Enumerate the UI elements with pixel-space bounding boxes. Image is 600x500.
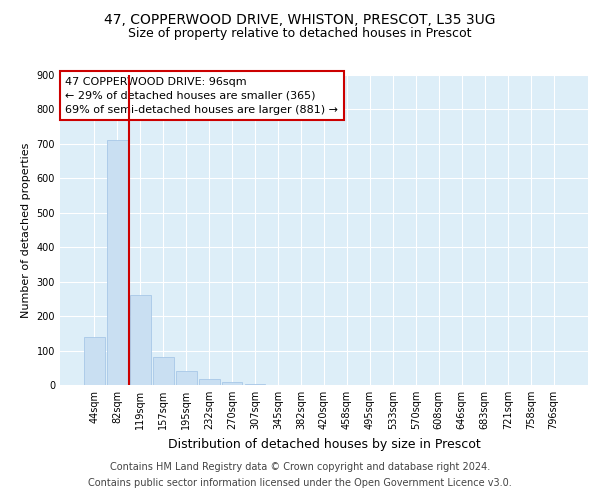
Bar bbox=[130, 296, 151, 385]
Bar bbox=[176, 371, 197, 385]
Text: 47, COPPERWOOD DRIVE, WHISTON, PRESCOT, L35 3UG: 47, COPPERWOOD DRIVE, WHISTON, PRESCOT, … bbox=[104, 12, 496, 26]
Bar bbox=[245, 384, 265, 385]
Text: Size of property relative to detached houses in Prescot: Size of property relative to detached ho… bbox=[128, 28, 472, 40]
Text: Contains public sector information licensed under the Open Government Licence v3: Contains public sector information licen… bbox=[88, 478, 512, 488]
Bar bbox=[107, 140, 128, 385]
Y-axis label: Number of detached properties: Number of detached properties bbox=[21, 142, 31, 318]
X-axis label: Distribution of detached houses by size in Prescot: Distribution of detached houses by size … bbox=[167, 438, 481, 450]
Bar bbox=[84, 337, 104, 385]
Text: 47 COPPERWOOD DRIVE: 96sqm
← 29% of detached houses are smaller (365)
69% of sem: 47 COPPERWOOD DRIVE: 96sqm ← 29% of deta… bbox=[65, 76, 338, 114]
Bar bbox=[222, 382, 242, 385]
Text: Contains HM Land Registry data © Crown copyright and database right 2024.: Contains HM Land Registry data © Crown c… bbox=[110, 462, 490, 472]
Bar bbox=[199, 379, 220, 385]
Bar bbox=[153, 358, 173, 385]
